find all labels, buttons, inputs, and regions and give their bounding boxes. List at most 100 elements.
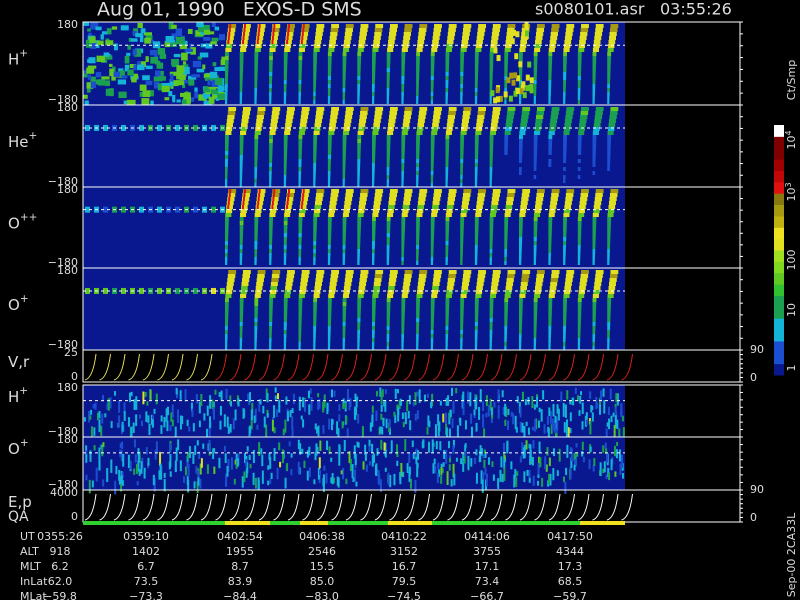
spin-stripe bbox=[504, 221, 509, 225]
spectro-cell bbox=[522, 92, 527, 99]
spin-stripe bbox=[430, 56, 435, 60]
spin-stripe bbox=[254, 334, 257, 338]
spectro-cell bbox=[538, 441, 541, 454]
panel-label: O+ bbox=[8, 293, 29, 314]
spectro-cell bbox=[459, 417, 462, 426]
spin-stripe bbox=[577, 88, 581, 92]
spin-stripe bbox=[300, 201, 308, 205]
spin-stripe bbox=[505, 44, 512, 48]
spectro-cell bbox=[175, 447, 178, 462]
spin-stripe bbox=[430, 306, 435, 310]
spin-stripe bbox=[360, 274, 368, 278]
spin-stripe bbox=[448, 189, 457, 193]
spectro-cell bbox=[548, 407, 551, 417]
spin-stripe bbox=[388, 201, 396, 205]
spectro-cell bbox=[215, 77, 223, 85]
spin-stripe bbox=[460, 298, 465, 302]
spectro-cell bbox=[291, 416, 294, 430]
spin-stripe bbox=[430, 84, 434, 88]
spectro-cell bbox=[302, 397, 305, 408]
spin-stripe bbox=[372, 88, 375, 92]
spin-stripe bbox=[478, 24, 487, 28]
spin-stripe bbox=[549, 286, 557, 290]
spin-stripe bbox=[416, 330, 419, 334]
spin-stripe bbox=[533, 213, 541, 217]
spin-stripe bbox=[225, 72, 229, 76]
spin-stripe bbox=[357, 225, 361, 229]
spin-stripe bbox=[564, 201, 572, 205]
spin-stripe bbox=[313, 147, 317, 151]
spectro-cell bbox=[210, 41, 217, 45]
spin-stripe bbox=[357, 334, 360, 338]
spin-stripe bbox=[592, 183, 595, 187]
spectro-cell bbox=[515, 477, 518, 487]
spectro-cell bbox=[90, 22, 99, 30]
spin-stripe bbox=[462, 278, 470, 282]
spin-stripe bbox=[548, 80, 552, 84]
spectro-cell bbox=[602, 445, 605, 453]
spectro-cell bbox=[510, 38, 515, 45]
spin-stripe bbox=[595, 111, 603, 115]
spectro-cell bbox=[267, 480, 270, 486]
spin-core bbox=[300, 205, 303, 209]
y-tick-label: −180 bbox=[48, 338, 78, 351]
spin-stripe bbox=[416, 237, 420, 241]
spin-stripe bbox=[533, 175, 537, 179]
spin-stripe bbox=[504, 237, 508, 241]
spectro-cell bbox=[308, 467, 311, 478]
spin-stripe bbox=[563, 72, 567, 76]
curve bbox=[229, 353, 242, 381]
spin-stripe bbox=[581, 270, 589, 274]
spectro-cell bbox=[175, 206, 180, 213]
spectro-cell bbox=[145, 65, 153, 70]
spectro-cell bbox=[220, 59, 226, 66]
spin-stripe bbox=[489, 64, 494, 68]
spin-stripe bbox=[536, 24, 545, 28]
spin-stripe bbox=[328, 290, 336, 294]
spin-stripe bbox=[357, 237, 361, 241]
spin-stripe bbox=[563, 159, 567, 163]
spin-stripe bbox=[548, 213, 555, 217]
spectro-cell bbox=[160, 70, 164, 76]
spin-stripe bbox=[577, 221, 582, 225]
spin-stripe bbox=[592, 233, 596, 237]
spin-stripe bbox=[489, 237, 493, 241]
spin-stripe bbox=[477, 197, 485, 201]
spin-stripe bbox=[550, 36, 558, 40]
spectro-cell bbox=[90, 43, 97, 49]
curve bbox=[99, 353, 111, 381]
spectro-cell bbox=[129, 460, 132, 470]
y-tick-label: 180 bbox=[57, 183, 78, 196]
spin-stripe bbox=[519, 72, 523, 76]
spin-stripe bbox=[577, 100, 580, 104]
spin-stripe bbox=[386, 249, 390, 253]
spin-stripe bbox=[225, 217, 229, 221]
spectro-cell bbox=[159, 451, 162, 466]
spin-stripe bbox=[403, 282, 411, 286]
spin-stripe bbox=[359, 32, 367, 36]
spin-stripe bbox=[227, 32, 235, 36]
spin-stripe bbox=[327, 346, 331, 350]
spin-stripe bbox=[298, 151, 302, 155]
spin-stripe bbox=[489, 151, 493, 155]
spectro-cell bbox=[581, 402, 584, 414]
spin-stripe bbox=[417, 282, 425, 286]
spectro-cell bbox=[599, 462, 602, 477]
spin-stripe bbox=[372, 151, 376, 155]
spin-stripe bbox=[432, 119, 440, 123]
spin-stripe bbox=[430, 237, 434, 241]
spin-stripe bbox=[607, 84, 610, 88]
spin-stripe bbox=[595, 189, 604, 193]
spectro-cell bbox=[87, 28, 91, 32]
spin-stripe bbox=[299, 286, 307, 290]
spin-stripe bbox=[416, 338, 419, 342]
spin-stripe bbox=[536, 107, 545, 111]
spin-stripe bbox=[239, 52, 244, 56]
spin-stripe bbox=[269, 310, 273, 314]
spin-stripe bbox=[577, 143, 582, 147]
spin-core bbox=[301, 32, 304, 36]
spin-stripe bbox=[357, 96, 360, 100]
spectro-cell bbox=[300, 415, 303, 420]
spin-stripe bbox=[550, 115, 558, 119]
spin-stripe bbox=[342, 56, 347, 60]
